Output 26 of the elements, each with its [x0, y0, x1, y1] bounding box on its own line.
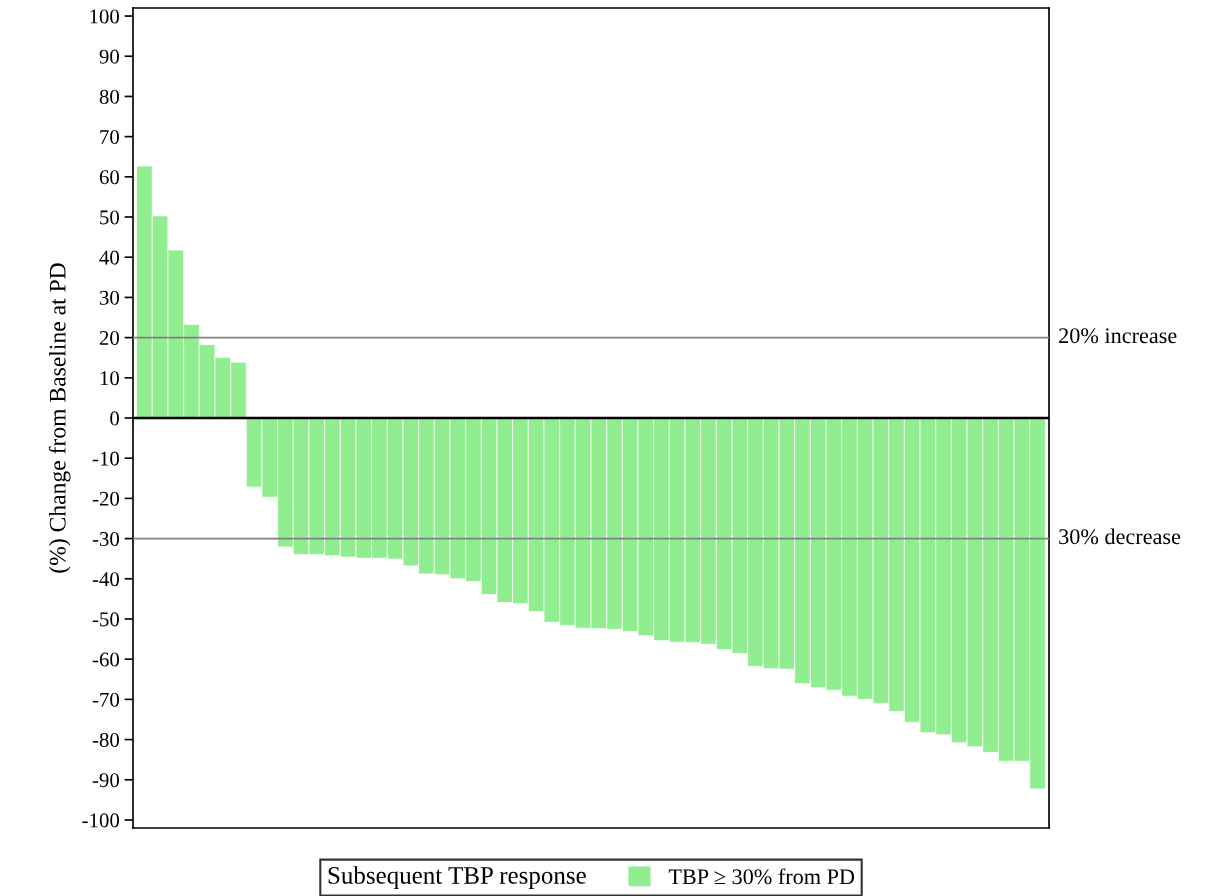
y-tick-label: -30 — [92, 531, 120, 547]
y-tick-label: -80 — [92, 732, 120, 747]
legend-title: Subsequent TBP response — [328, 866, 586, 889]
y-tick-label: 60 — [99, 170, 120, 185]
y-tick-label: 70 — [100, 130, 120, 145]
legend-label: TBP ≥ 30% from PD — [668, 868, 855, 885]
y-tick-label: -20 — [92, 491, 120, 506]
y-tick-label: -90 — [92, 773, 120, 788]
y-tick-label: -100 — [82, 813, 120, 828]
y-tick-label: -60 — [92, 652, 120, 667]
y-axis-title: (%) Change from Baseline at PD — [48, 263, 71, 573]
y-tick-label: 10 — [100, 371, 120, 386]
ref-line-label: 30% decrease — [1059, 528, 1181, 545]
y-tick-label: -50 — [92, 612, 120, 627]
y-tick-label: -10 — [92, 451, 120, 466]
y-tick-label: 90 — [99, 49, 120, 64]
y-tick-label: 50 — [100, 210, 120, 225]
y-tick-label: 100 — [90, 9, 120, 24]
y-tick-label: 20 — [99, 330, 120, 346]
y-tick-label: -40 — [92, 572, 120, 587]
y-tick-label: 80 — [99, 89, 120, 104]
y-tick-label: 40 — [99, 250, 120, 265]
y-tick-label: -70 — [92, 692, 120, 707]
ref-line-label: 20% increase — [1059, 328, 1177, 344]
y-tick-label: 30 — [99, 290, 120, 305]
y-tick-label: 0 — [110, 411, 120, 426]
